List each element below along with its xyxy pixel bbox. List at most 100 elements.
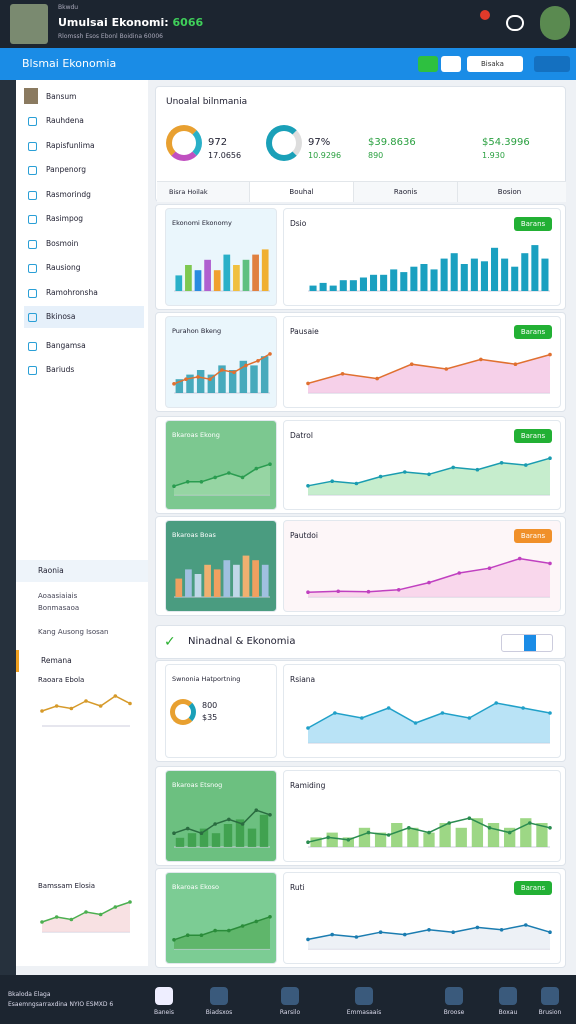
point <box>427 472 431 477</box>
nav-item[interactable]: Bkinosa <box>24 306 144 328</box>
area <box>308 558 550 597</box>
nav-item[interactable]: Panpenorg <box>24 159 144 181</box>
button[interactable] <box>441 56 461 72</box>
nav-item[interactable]: Rasmorindg <box>24 184 144 206</box>
stat: $35 <box>202 713 218 722</box>
point <box>172 831 176 835</box>
point <box>330 932 334 937</box>
bar <box>185 265 192 291</box>
point <box>340 372 345 376</box>
point <box>84 699 88 703</box>
point <box>366 589 371 594</box>
dropdown[interactable]: Bisaka <box>467 56 523 72</box>
stat-sub: 17.0656 <box>208 151 242 160</box>
nav-tab[interactable]: Baneis <box>144 987 184 1016</box>
section-header: Remana <box>16 650 148 672</box>
tab[interactable]: Bouhal <box>249 182 353 202</box>
bar <box>319 282 327 291</box>
chart-title: Raoara Ebola <box>38 676 85 684</box>
point <box>359 716 364 720</box>
stat-value: 97% <box>308 137 331 148</box>
panel-title: Bkaroas Ekoso <box>172 883 220 891</box>
nav-tab[interactable]: Boxau <box>488 987 528 1016</box>
panel: Ruti Barans <box>283 872 561 964</box>
bar <box>310 837 322 847</box>
nav-item[interactable]: Rasimpog <box>24 208 144 230</box>
point <box>306 726 310 730</box>
nav-item[interactable]: Bosmoin <box>24 233 144 255</box>
icon <box>28 166 37 175</box>
bar <box>213 569 221 597</box>
point <box>427 928 431 932</box>
panel: Pautdoi Barans <box>283 520 561 612</box>
nav-tab[interactable]: Broose <box>434 987 474 1016</box>
point <box>451 930 455 934</box>
nav-tab[interactable]: Rarsilo <box>270 987 310 1016</box>
link[interactable]: Kang Ausong Isosan <box>38 628 109 636</box>
bar <box>450 253 458 291</box>
panel-button[interactable]: Barans <box>514 325 552 339</box>
nav-item[interactable]: Rauhdena <box>24 110 144 132</box>
notification[interactable] <box>480 10 490 20</box>
panel-title: Swnonia Hatportning <box>172 675 241 683</box>
tab[interactable]: Bosion <box>457 182 561 202</box>
bar <box>423 832 435 847</box>
panel-title: Pautdoi <box>290 531 318 540</box>
panel-button[interactable]: Barans <box>514 429 552 443</box>
panel: Pausaie Barans <box>283 316 561 408</box>
avatar[interactable] <box>540 6 570 40</box>
point <box>172 382 176 386</box>
nav-item[interactable]: Bariuds <box>24 359 144 381</box>
bar <box>487 823 500 847</box>
button[interactable] <box>418 56 438 72</box>
button[interactable] <box>534 56 570 72</box>
bar <box>370 274 378 291</box>
point <box>306 381 310 386</box>
chart <box>172 808 272 848</box>
point <box>199 480 204 484</box>
bar <box>218 365 226 393</box>
bar <box>261 564 269 597</box>
panel-button[interactable]: Barans <box>514 881 552 895</box>
panel: Rsiana <box>283 664 561 758</box>
bar <box>400 272 408 291</box>
bar <box>199 828 209 847</box>
panel-button[interactable]: Barans <box>514 217 552 231</box>
bar <box>260 356 269 393</box>
segmented[interactable] <box>501 634 553 652</box>
tab[interactable]: Raonis <box>353 182 457 202</box>
area <box>308 354 550 393</box>
panel-title: Purahon Bkeng <box>172 327 222 335</box>
point <box>333 711 337 715</box>
point <box>306 840 310 844</box>
point <box>517 556 522 561</box>
nav-tab[interactable]: Biadsxos <box>199 987 239 1016</box>
nav-tab[interactable]: Brusion <box>530 987 570 1016</box>
bar <box>204 259 211 291</box>
nav-tab[interactable]: Emmasaais <box>344 987 384 1016</box>
donut <box>170 699 196 725</box>
panel-button[interactable]: Barans <box>514 529 552 543</box>
point <box>354 935 359 939</box>
point <box>440 711 445 715</box>
status: Bkaloda Elaga <box>8 991 51 998</box>
panel-title: Datrol <box>290 431 313 440</box>
icon[interactable] <box>506 15 524 31</box>
point <box>232 370 236 375</box>
nav-item[interactable]: Rausiong <box>24 257 144 279</box>
bar <box>211 833 221 847</box>
nav-item[interactable]: Rapisfunlima <box>24 135 144 157</box>
chart-title: Bamssam Elosia <box>38 882 96 890</box>
nav-item[interactable]: Ramohronsha <box>24 282 144 304</box>
dropdown[interactable]: Bisra Hoilak <box>169 188 208 196</box>
panel-title: Bkaroas Boas <box>172 531 216 539</box>
nav-icon <box>355 987 373 1005</box>
point <box>326 835 330 840</box>
point <box>244 363 248 368</box>
title-text: Umulsai Ekonomi: <box>58 16 169 29</box>
status: Esaemngsarraxdina NYIO ESMXD 6 <box>8 1001 114 1008</box>
bar <box>374 832 387 847</box>
bar <box>261 249 269 291</box>
nav-item[interactable]: Bangamsa <box>24 335 144 357</box>
point <box>208 377 212 381</box>
